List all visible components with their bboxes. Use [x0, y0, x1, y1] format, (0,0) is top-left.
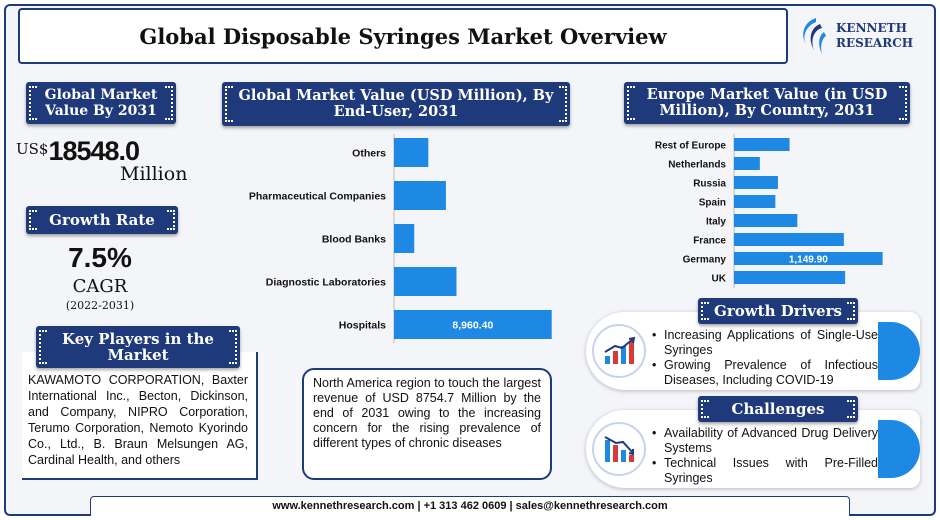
logo: KENNETH RESEARCH [796, 10, 926, 62]
challenge-item: Availability of Advanced Drug Delivery S… [650, 426, 878, 456]
growth-rate-figure: 7.5% CAGR (2022-2031) [30, 242, 170, 312]
bar [734, 195, 776, 208]
currency-label: US$ [16, 140, 49, 158]
bar [734, 271, 846, 284]
growth-drivers-heading-text: Growth Drivers [714, 302, 842, 320]
challenges-heading: Challenges [698, 396, 858, 422]
growth-chart-icon [604, 336, 636, 364]
forecast-period: (2022-2031) [65, 299, 135, 312]
growth-drivers-icon-circle [592, 324, 646, 378]
challenges-card: Availability of Advanced Drug Delivery S… [586, 410, 920, 488]
challenges-accent [878, 420, 920, 478]
growth-drivers-list: Increasing Applications of Single-Use Sy… [650, 328, 878, 388]
category-tick-label: Diagnostic Laboratories [266, 277, 386, 289]
kenneth-research-logo-icon [803, 18, 826, 54]
north-america-text: North America region to touch the larges… [313, 376, 541, 450]
category-tick-label: Russia [693, 179, 726, 190]
footer-text: www.kennethresearch.com | +1 313 462 060… [272, 500, 668, 512]
bar-data-label: 1,149.90 [789, 255, 828, 266]
bar [394, 224, 415, 253]
growth-rate-value: 7.5% [68, 242, 132, 273]
category-tick-label: France [693, 236, 726, 247]
market-value-figure: US$18548.0 Million [16, 136, 196, 185]
declining-chart-icon [604, 436, 634, 462]
end-user-chart-title: Global Market Value (USD Million), By En… [238, 87, 554, 120]
logo-line-1: KENNETH [836, 21, 907, 35]
key-players-text: KAWAMOTO CORPORATION, Baxter Internation… [28, 373, 248, 467]
bar [734, 252, 883, 265]
logo-text: KENNETH RESEARCH [836, 21, 913, 51]
north-america-callout: North America region to touch the larges… [302, 368, 552, 480]
bar [394, 138, 429, 167]
contact-footer: www.kennethresearch.com | +1 313 462 060… [90, 496, 850, 516]
market-value-unit: Million [120, 163, 188, 185]
growth-drivers-accent [878, 322, 920, 380]
category-tick-label: UK [712, 274, 727, 285]
category-tick-label: Hospitals [339, 320, 386, 332]
category-tick-label: Italy [706, 217, 726, 228]
bar [734, 233, 844, 246]
end-user-chart-heading: Global Market Value (USD Million), By En… [222, 82, 570, 126]
challenge-item: Technical Issues with Pre-Filled Syringe… [650, 456, 878, 486]
growth-drivers-card: Increasing Applications of Single-Use Sy… [586, 312, 920, 390]
europe-bar-chart: Rest of Europe Netherlands Russia Spain Ital… [655, 134, 883, 288]
growth-rate-heading-text: Growth Rate [49, 211, 155, 229]
key-players-heading: Key Players in the Market [36, 326, 240, 368]
europe-chart-heading: Europe Market Value (in USD Million), By… [624, 82, 910, 124]
bar [734, 176, 778, 189]
end-user-bar-chart: Others Pharmaceutical Companies Blood Bank… [249, 134, 552, 343]
bar [734, 214, 798, 227]
cagr-label: CAGR [72, 276, 128, 297]
category-tick-label: Netherlands [668, 160, 726, 171]
category-tick-label: Blood Banks [322, 234, 386, 246]
bar [394, 267, 457, 296]
europe-chart-title: Europe Market Value (in USD Million), By… [646, 86, 888, 119]
category-tick-label: Others [352, 148, 386, 160]
bar [394, 181, 446, 210]
growth-driver-item: Growing Prevalence of Infectious Disease… [650, 358, 878, 388]
key-players-heading-text: Key Players in the Market [62, 330, 214, 364]
market-value-heading-text: Global Market Value By 2031 [44, 87, 158, 119]
title-banner: Global Disposable Syringes Market Overvi… [18, 8, 788, 64]
growth-driver-item: Increasing Applications of Single-Use Sy… [650, 328, 878, 358]
bar [394, 310, 552, 339]
category-tick-label: Germany [683, 255, 727, 266]
bar [734, 157, 760, 170]
key-players-box: KAWAMOTO CORPORATION, Baxter Internation… [22, 352, 258, 480]
category-tick-label: Spain [699, 198, 726, 209]
bar [734, 138, 790, 151]
category-tick-label: Rest of Europe [655, 141, 727, 152]
challenges-heading-text: Challenges [731, 400, 825, 418]
growth-rate-heading: Growth Rate [26, 206, 178, 234]
page-title: Global Disposable Syringes Market Overvi… [139, 23, 667, 49]
growth-drivers-heading: Growth Drivers [698, 298, 858, 324]
challenges-list: Availability of Advanced Drug Delivery S… [650, 426, 878, 486]
market-value-number: 18548.0 [48, 136, 140, 166]
bar-data-label: 8,960.40 [452, 320, 493, 332]
logo-line-2: RESEARCH [836, 36, 914, 50]
category-tick-label: Pharmaceutical Companies [249, 191, 386, 203]
challenges-icon-circle [592, 422, 646, 476]
market-value-heading: Global Market Value By 2031 [26, 82, 176, 124]
